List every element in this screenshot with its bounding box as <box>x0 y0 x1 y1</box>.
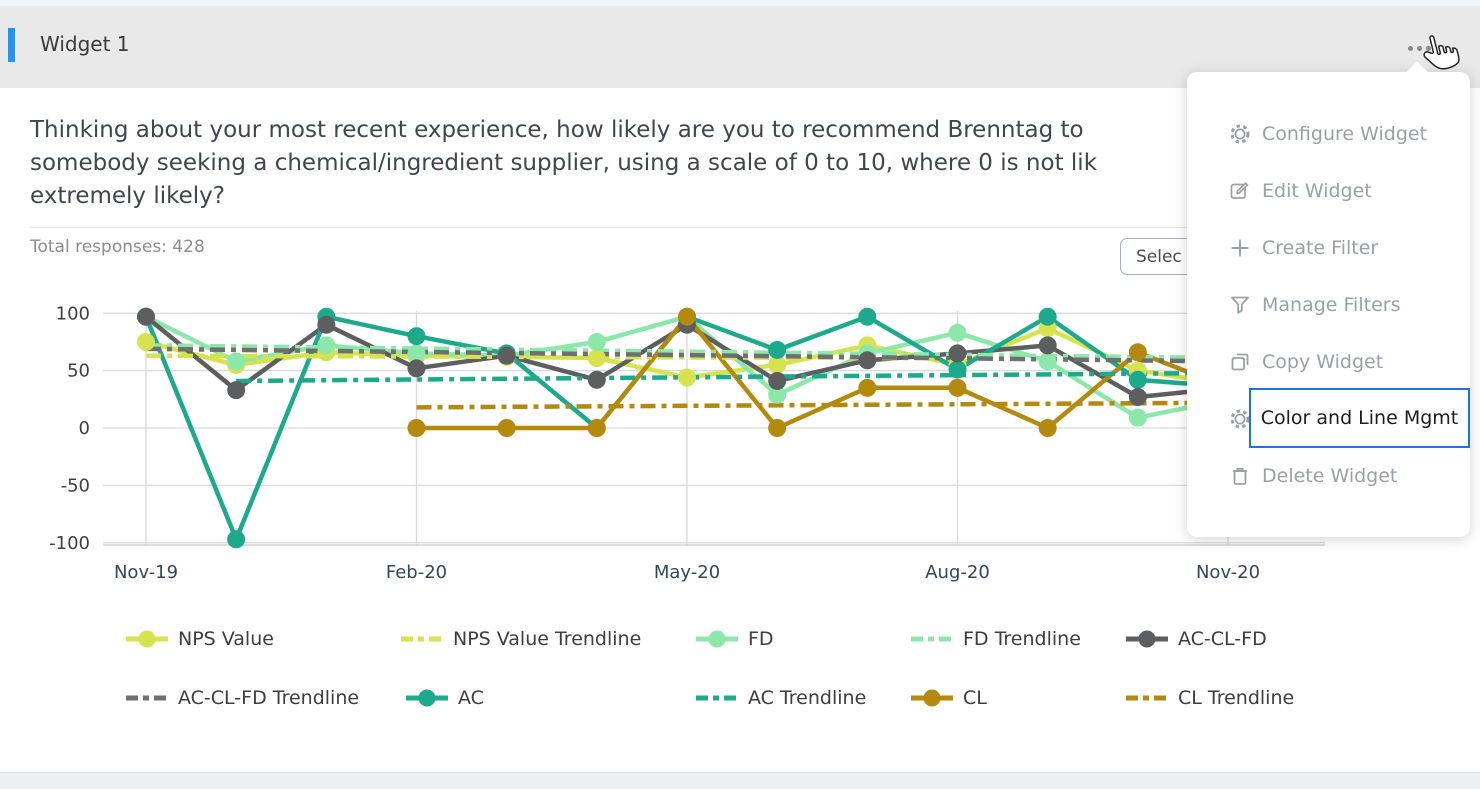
legend-item-ac[interactable]: AC <box>405 687 484 709</box>
total-responses: Total responses: 428 <box>30 237 205 257</box>
legend-marker <box>1126 630 1168 648</box>
legend-label: AC Trendline <box>748 687 867 709</box>
legend-item-cl[interactable]: CL <box>910 687 987 709</box>
legend-marker <box>1126 695 1168 701</box>
widget-accent-bar <box>8 28 15 62</box>
menu-item-label: Manage Filters <box>1262 293 1401 316</box>
menu-item-label: Configure Widget <box>1262 122 1428 145</box>
menu-item-label: Copy Widget <box>1262 350 1384 373</box>
legend-marker <box>911 689 953 707</box>
svg-text:May-20: May-20 <box>654 562 720 583</box>
legend-label: NPS Value <box>178 628 274 650</box>
menu-item-edit-widget[interactable]: Edit Widget <box>1187 162 1470 219</box>
menu-item-label: Delete Widget <box>1262 464 1398 487</box>
question-line-3: extremely likely? <box>30 183 225 209</box>
svg-text:100: 100 <box>56 303 90 324</box>
edit-icon <box>1228 179 1252 203</box>
svg-text:-100: -100 <box>49 533 90 554</box>
filter-icon <box>1228 293 1252 317</box>
plus-icon <box>1228 236 1252 260</box>
legend-label: FD Trendline <box>963 628 1081 650</box>
legend-marker <box>126 695 168 701</box>
legend-item-ac-trendline[interactable]: AC Trendline <box>695 687 866 709</box>
legend-item-cl-trendline[interactable]: CL Trendline <box>1125 687 1294 709</box>
legend-label: AC <box>458 687 484 709</box>
menu-item-delete-widget[interactable]: Delete Widget <box>1187 447 1470 504</box>
widget-title: Widget 1 <box>40 32 130 56</box>
legend-item-fd[interactable]: FD <box>695 628 774 650</box>
legend-marker <box>406 689 448 707</box>
menu-item-label: Create Filter <box>1262 236 1379 259</box>
menu-item-copy-widget[interactable]: Copy Widget <box>1187 333 1470 390</box>
page-bottom-strip <box>0 772 1480 789</box>
svg-text:Nov-19: Nov-19 <box>114 562 178 583</box>
legend-label: AC-CL-FD Trendline <box>178 687 360 709</box>
question-line-2: somebody seeking a chemical/ingredient s… <box>30 150 1098 176</box>
legend-marker <box>696 630 738 648</box>
svg-text:Nov-20: Nov-20 <box>1196 562 1260 583</box>
legend-item-fd-trendline[interactable]: FD Trendline <box>910 628 1081 650</box>
legend-marker <box>126 630 168 648</box>
menu-item-manage-filters[interactable]: Manage Filters <box>1187 276 1470 333</box>
legend-marker <box>696 695 738 701</box>
menu-item-configure-widget[interactable]: Configure Widget <box>1187 105 1470 162</box>
svg-text:-50: -50 <box>61 475 90 496</box>
legend-item-nps-value-trendline[interactable]: NPS Value Trendline <box>400 628 641 650</box>
menu-item-color-and-line-mgmt[interactable]: Color and Line Mgmt <box>1187 388 1470 448</box>
section-divider <box>30 227 1460 228</box>
widget-options-button[interactable] <box>1408 34 1452 62</box>
legend-marker <box>911 636 953 642</box>
menu-item-create-filter[interactable]: Create Filter <box>1187 219 1470 276</box>
legend-label: CL <box>963 687 987 709</box>
menu-item-label: Edit Widget <box>1262 179 1372 202</box>
svg-text:0: 0 <box>79 418 90 439</box>
svg-text:50: 50 <box>67 361 90 382</box>
legend-label: NPS Value Trendline <box>453 628 642 650</box>
gear-icon <box>1228 407 1252 431</box>
legend-item-ac-cl-fd-trendline[interactable]: AC-CL-FD Trendline <box>125 687 359 709</box>
gear-icon <box>1228 122 1252 146</box>
chart-canvas: 100 50 0 -50 -100 Nov-19 Feb-20 May-20 Aug-20 Nov… <box>49 303 1325 583</box>
widget-context-menu: Configure Widget Edit Widget Create Filter… <box>1187 61 1470 537</box>
survey-question: Thinking about your most recent experien… <box>30 114 1480 213</box>
legend-marker <box>401 636 443 642</box>
legend-label: AC-CL-FD <box>1178 628 1267 650</box>
question-line-1: Thinking about your most recent experien… <box>30 117 1084 143</box>
svg-text:Feb-20: Feb-20 <box>386 562 447 583</box>
svg-text:Aug-20: Aug-20 <box>925 562 990 583</box>
legend-item-ac-cl-fd[interactable]: AC-CL-FD <box>1125 628 1267 650</box>
legend-label: FD <box>748 628 774 650</box>
legend-label: CL Trendline <box>1178 687 1295 709</box>
nps-trend-chart: 100 50 0 -50 -100 Nov-19 Feb-20 May-20 Aug-20 Nov… <box>0 295 1340 597</box>
legend-item-nps-value[interactable]: NPS Value <box>125 628 274 650</box>
menu-item-label: Color and Line Mgmt <box>1249 388 1470 448</box>
copy-icon <box>1228 350 1252 374</box>
trash-icon <box>1228 464 1252 488</box>
